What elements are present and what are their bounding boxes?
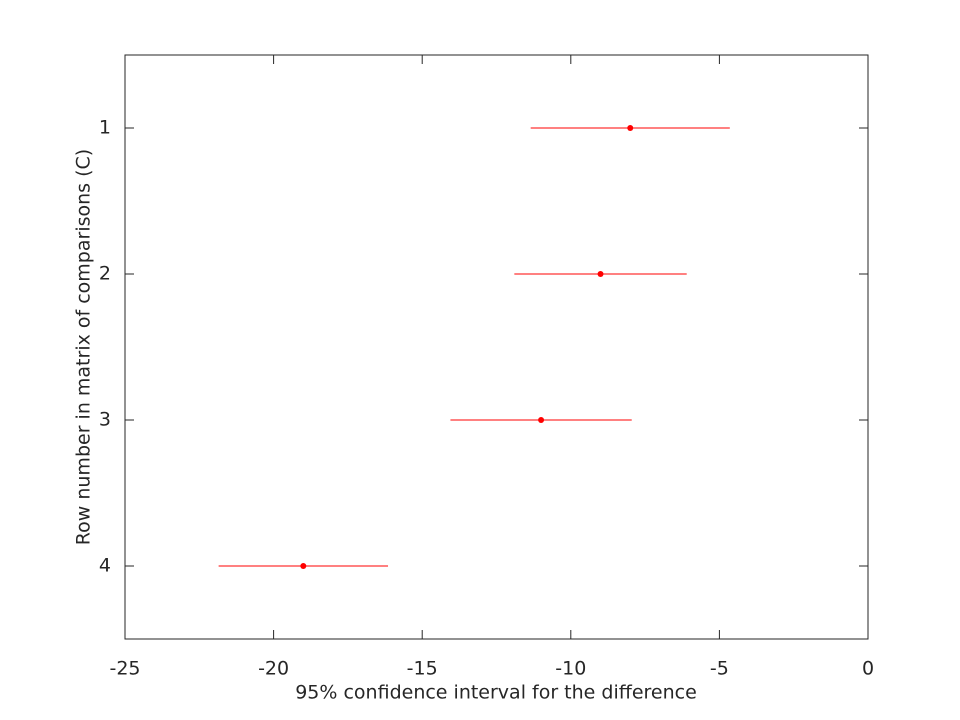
x-tick-label: -25: [109, 658, 140, 680]
y-axis-label: Row number in matrix of comparisons (C): [73, 149, 95, 545]
x-tick-label: -15: [407, 658, 438, 680]
y-tick-label: 1: [99, 117, 111, 139]
y-tick-label: 3: [99, 409, 111, 431]
x-tick-label: -10: [555, 658, 586, 680]
estimate: [300, 563, 307, 569]
y-tick-label: 2: [99, 263, 111, 285]
x-axis-label: 95% confidence interval for the differen…: [295, 682, 697, 704]
y-tick-label: 4: [99, 555, 111, 577]
x-tick-label: -20: [258, 658, 289, 680]
estimate: [627, 125, 634, 131]
x-tick-label: 0: [862, 658, 874, 680]
x-tick-label: -5: [710, 658, 729, 680]
plot-frame: [124, 54, 869, 640]
estimate: [597, 271, 604, 277]
estimate: [538, 417, 545, 423]
